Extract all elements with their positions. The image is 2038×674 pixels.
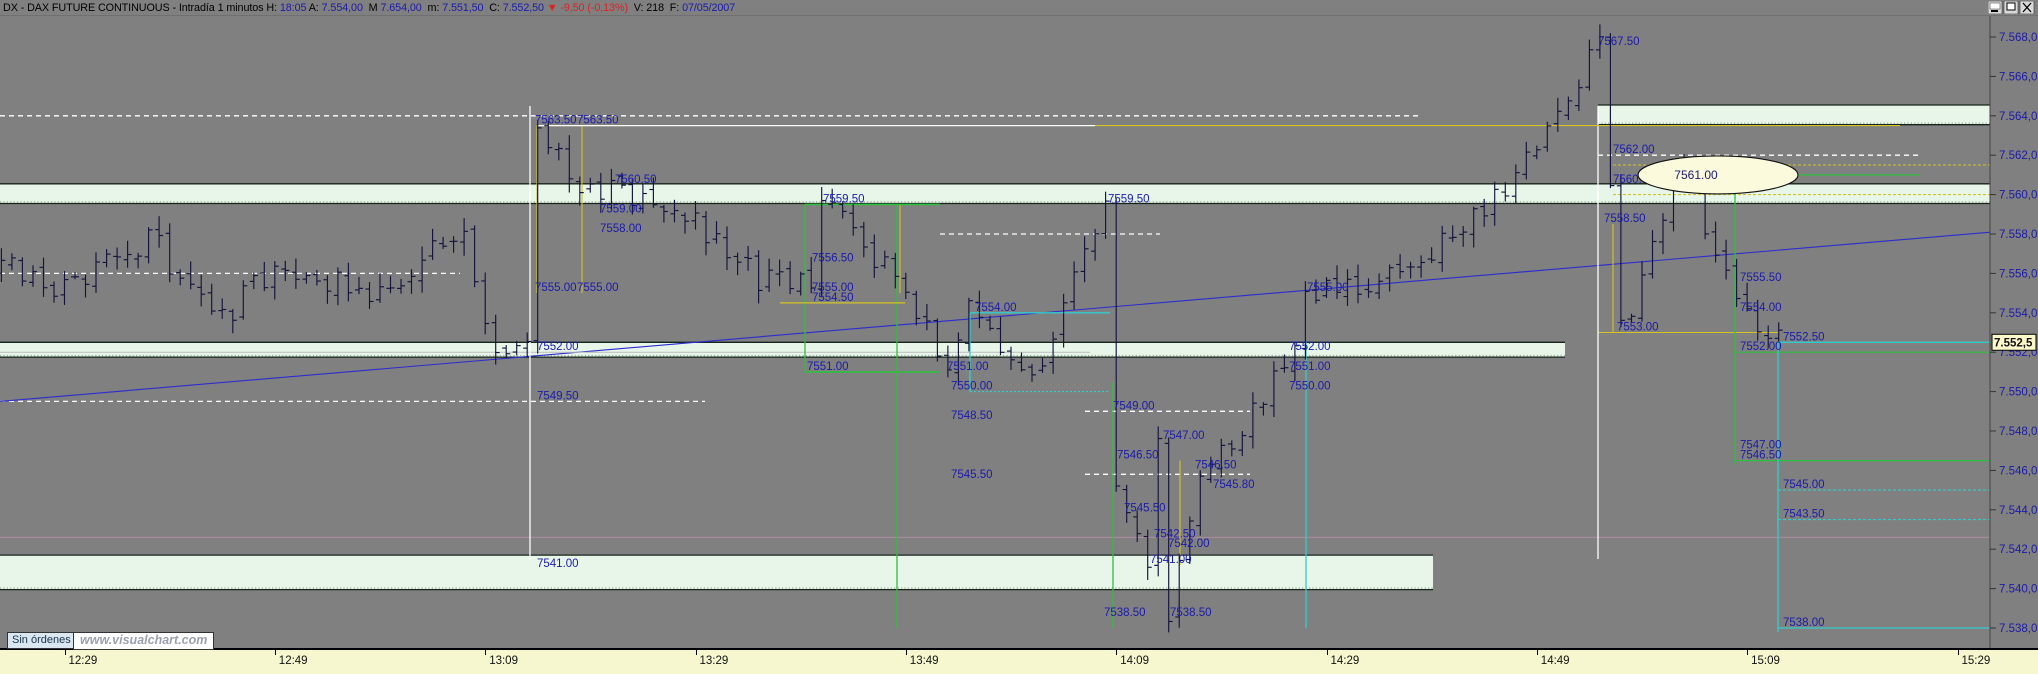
svg-text:7555.00: 7555.00 (577, 282, 619, 294)
svg-text:7538.00: 7538.00 (1783, 617, 1825, 629)
svg-text:7549.50: 7549.50 (537, 390, 579, 402)
svg-text:7554.50: 7554.50 (812, 292, 854, 304)
svg-text:7.560,0: 7.560,0 (1999, 190, 2037, 202)
svg-text:7.558,0: 7.558,0 (1999, 229, 2037, 241)
svg-text:7.542,0: 7.542,0 (1999, 544, 2037, 556)
svg-text:7545.50: 7545.50 (1124, 503, 1166, 515)
svg-text:7545.80: 7545.80 (1213, 479, 1255, 491)
svg-text:7547.00: 7547.00 (1163, 430, 1205, 442)
svg-text:7538.50: 7538.50 (1104, 607, 1146, 619)
svg-text:7543.50: 7543.50 (1783, 509, 1825, 521)
svg-text:7542.00: 7542.00 (1168, 538, 1210, 550)
svg-text:7.556,0: 7.556,0 (1999, 268, 2037, 280)
svg-text:7547.00: 7547.00 (1740, 440, 1782, 452)
svg-text:7.538,0: 7.538,0 (1999, 623, 2037, 635)
svg-text:7554.00: 7554.00 (1740, 302, 1782, 314)
svg-text:7548.50: 7548.50 (951, 410, 993, 422)
svg-text:7541.00: 7541.00 (1150, 554, 1192, 566)
svg-text:7.550,0: 7.550,0 (1999, 387, 2037, 399)
svg-text:7550.00: 7550.00 (1289, 381, 1331, 393)
svg-text:7546.50: 7546.50 (1117, 450, 1159, 462)
svg-text:7560.50: 7560.50 (615, 174, 657, 186)
svg-text:7550.00: 7550.00 (951, 381, 993, 393)
svg-text:7556.50: 7556.50 (812, 253, 854, 265)
svg-text:7.544,0: 7.544,0 (1999, 505, 2037, 517)
svg-text:7563.50: 7563.50 (535, 115, 577, 127)
svg-text:7552.00: 7552.00 (1740, 341, 1782, 353)
svg-text:7562.00: 7562.00 (1613, 144, 1655, 156)
svg-text:7551.00: 7551.00 (947, 361, 989, 373)
svg-text:7545.50: 7545.50 (951, 469, 993, 481)
svg-text:7552.00: 7552.00 (1289, 341, 1331, 353)
svg-text:7555.00: 7555.00 (535, 282, 577, 294)
svg-text:7552.00: 7552.00 (537, 341, 579, 353)
svg-text:7.564,0: 7.564,0 (1999, 111, 2037, 123)
svg-text:7558.00: 7558.00 (600, 223, 642, 235)
svg-text:7.552,5: 7.552,5 (1994, 337, 2033, 349)
svg-text:7559.00: 7559.00 (600, 203, 642, 215)
svg-text:7.568,0: 7.568,0 (1999, 32, 2037, 44)
svg-text:7.554,0: 7.554,0 (1999, 308, 2037, 320)
svg-text:7551.00: 7551.00 (807, 361, 849, 373)
svg-text:7.566,0: 7.566,0 (1999, 71, 2037, 83)
svg-text:7563.50: 7563.50 (577, 115, 619, 127)
svg-text:7.562,0: 7.562,0 (1999, 150, 2037, 162)
svg-text:7549.00: 7549.00 (1113, 400, 1155, 412)
svg-text:7552.50: 7552.50 (1783, 331, 1825, 343)
svg-text:7567.50: 7567.50 (1598, 36, 1640, 48)
svg-text:7554.00: 7554.00 (975, 302, 1017, 314)
svg-text:7.548,0: 7.548,0 (1999, 426, 2037, 438)
svg-text:7538.50: 7538.50 (1170, 607, 1212, 619)
svg-text:7553.00: 7553.00 (1617, 322, 1659, 334)
svg-text:7555.50: 7555.50 (1740, 272, 1782, 284)
svg-text:7561.00: 7561.00 (1674, 168, 1718, 182)
svg-text:7545.00: 7545.00 (1783, 479, 1825, 491)
svg-text:7559.50: 7559.50 (823, 193, 865, 205)
svg-text:7546.50: 7546.50 (1195, 459, 1237, 471)
svg-text:7555.00: 7555.00 (1307, 282, 1349, 294)
svg-text:7558.50: 7558.50 (1604, 213, 1646, 225)
svg-text:7551.00: 7551.00 (1289, 361, 1331, 373)
svg-text:7541.00: 7541.00 (537, 558, 579, 570)
svg-text:7559.50: 7559.50 (1108, 193, 1150, 205)
svg-text:7.540,0: 7.540,0 (1999, 584, 2037, 596)
svg-text:7.546,0: 7.546,0 (1999, 465, 2037, 477)
